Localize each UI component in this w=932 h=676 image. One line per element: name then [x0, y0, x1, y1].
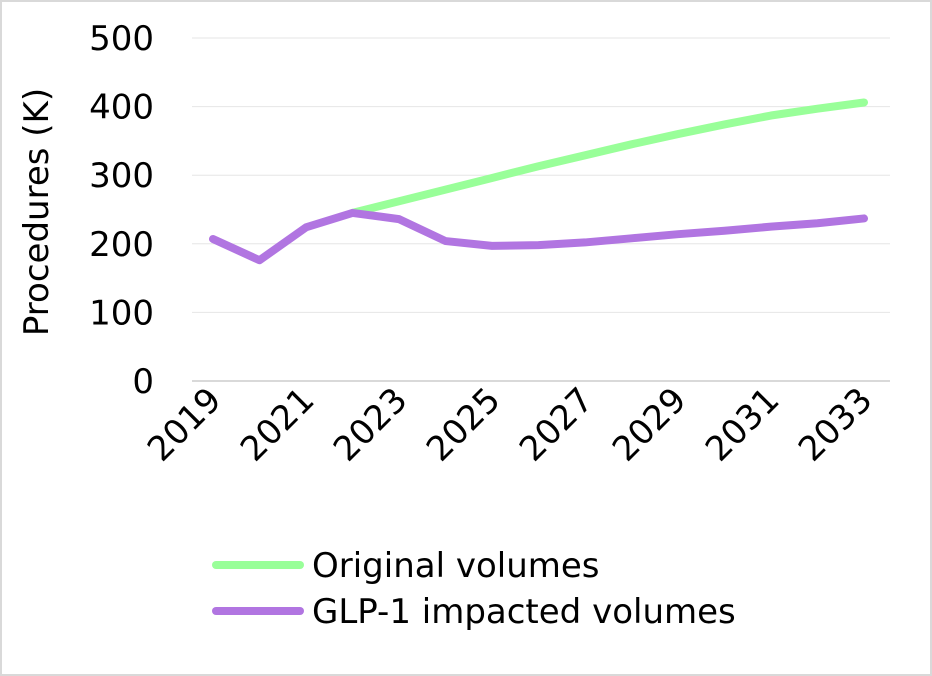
- y-tick-label: 100: [89, 293, 154, 333]
- legend-item: Original volumes: [212, 546, 600, 586]
- x-tick-label: 2031: [698, 380, 787, 469]
- x-tick-label: 2021: [233, 380, 322, 469]
- x-tick-label: 2027: [512, 380, 601, 469]
- y-tick-labels: 0 100 200 300 400 500: [89, 19, 154, 402]
- legend-label: Original volumes: [312, 546, 600, 586]
- series-line-original-volumes: [348, 98, 868, 217]
- gridlines: [192, 37, 890, 382]
- legend: Original volumes GLP-1 impacted volumes: [212, 546, 736, 632]
- y-tick-label: 500: [89, 19, 154, 59]
- y-axis-label: Procedures (K): [17, 88, 57, 336]
- series-lines: [209, 98, 868, 265]
- x-tick-label: 2025: [419, 380, 508, 469]
- x-tick-label: 2033: [791, 380, 880, 469]
- y-tick-label: 0: [132, 362, 154, 402]
- y-tick-label: 300: [89, 156, 154, 196]
- y-tick-label: 400: [89, 88, 154, 128]
- x-tick-label: 2023: [326, 380, 415, 469]
- legend-item: GLP-1 impacted volumes: [212, 592, 736, 632]
- legend-label: GLP-1 impacted volumes: [312, 592, 736, 632]
- series-line-glp1-impacted-volumes: [209, 208, 868, 265]
- x-tick-label: 2029: [605, 380, 694, 469]
- y-tick-label: 200: [89, 225, 154, 265]
- x-tick-labels: 2019 2021 2023 2025 2027 2029 2031 2033: [140, 380, 880, 469]
